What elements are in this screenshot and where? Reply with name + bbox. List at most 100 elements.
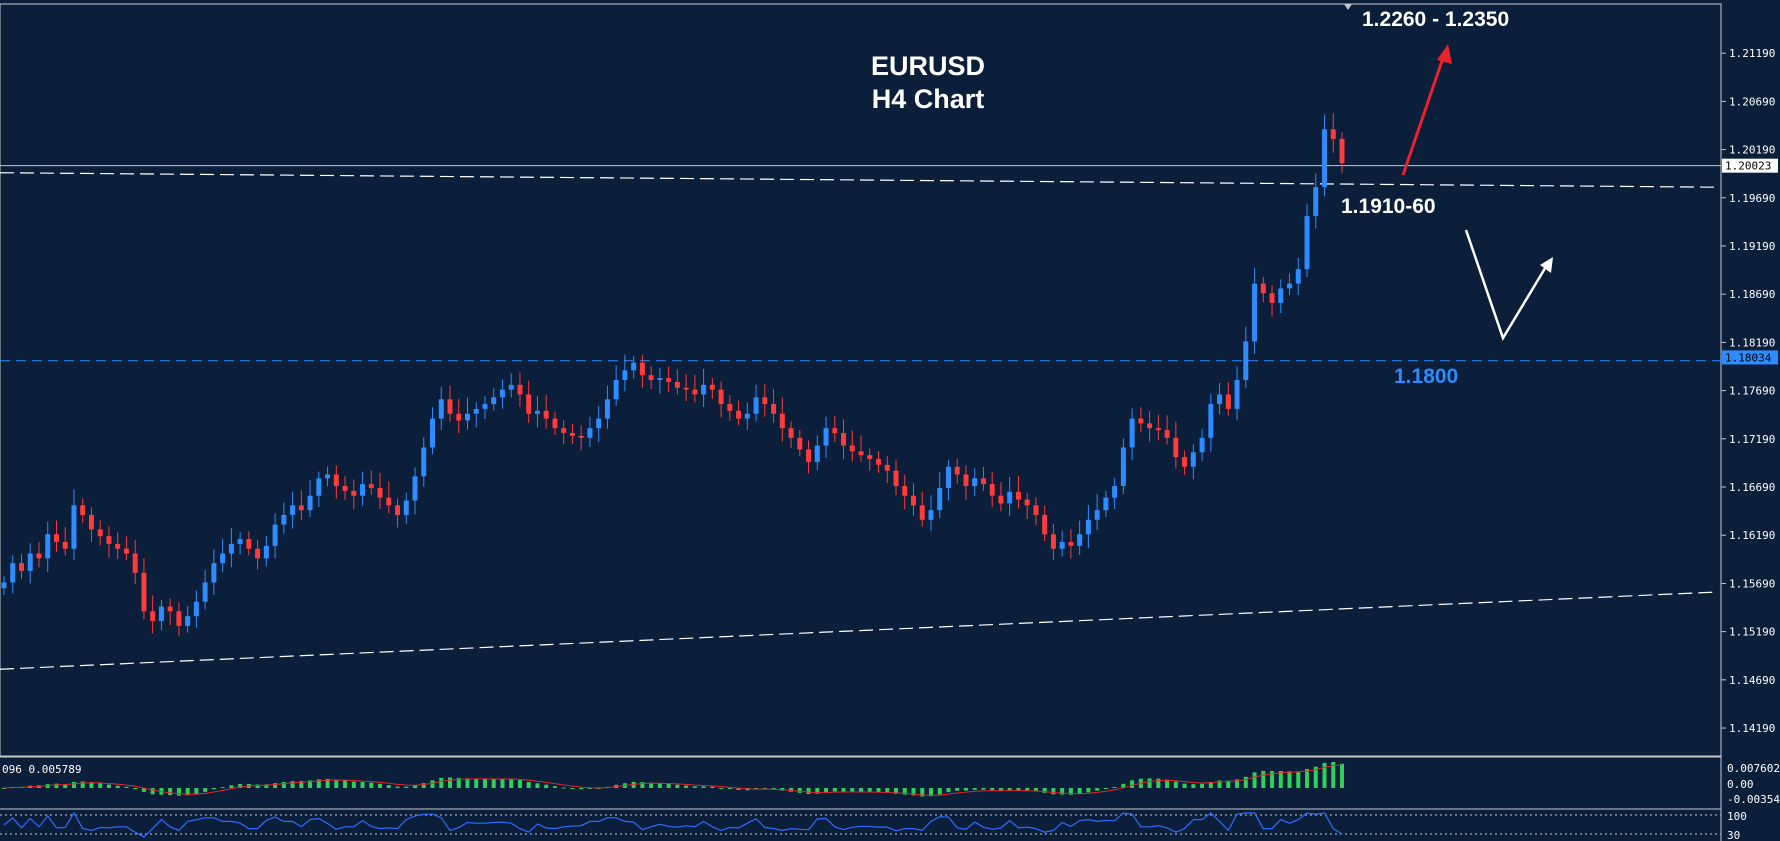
candle-body — [1182, 457, 1188, 467]
macd-bar — [211, 788, 216, 790]
candle-body — [368, 484, 374, 488]
macd-histogram — [2, 762, 1344, 797]
candle-body — [744, 413, 750, 419]
macd-bar — [1095, 788, 1100, 791]
macd-values-label: 096 0.005789 — [2, 763, 81, 776]
candle-body — [841, 433, 847, 446]
candle-body — [876, 459, 882, 465]
macd-bar — [176, 788, 181, 796]
candle-body — [945, 466, 951, 488]
macd-bar — [946, 788, 951, 793]
candle-body — [456, 413, 462, 421]
candle-body — [18, 563, 24, 571]
candle-body — [27, 553, 33, 571]
price-tag-box — [1722, 158, 1778, 173]
candle-body — [246, 539, 252, 549]
candle-body — [1234, 380, 1240, 409]
candle-body — [1147, 423, 1153, 429]
macd-bar — [1287, 771, 1292, 788]
candle-body — [613, 380, 619, 400]
macd-bar — [1191, 784, 1196, 788]
candle-body — [464, 413, 470, 421]
candle-body — [80, 505, 86, 515]
macd-bar — [290, 781, 295, 788]
candle-body — [193, 601, 199, 617]
price-tags: 1.20023 1.18034 — [1722, 158, 1778, 365]
macd-bar — [806, 788, 811, 795]
macd-bar — [719, 787, 724, 789]
macd-bar — [106, 784, 111, 788]
macd-bar — [850, 788, 855, 792]
candle-body — [832, 428, 838, 434]
candle-body — [202, 582, 208, 602]
macd-bar — [876, 788, 881, 793]
candle-body — [115, 543, 121, 549]
macd-bar — [1007, 788, 1012, 791]
candle-body — [1322, 129, 1328, 188]
macd-bar — [1077, 788, 1082, 794]
y-tick-label: 1.14690 — [1729, 674, 1775, 687]
macd-bar — [815, 788, 820, 794]
y-tick-label: 1.15190 — [1729, 626, 1775, 639]
y-tick-label: 1.17190 — [1729, 433, 1775, 446]
candle-body — [849, 445, 855, 452]
macd-bar — [517, 780, 522, 788]
macd-bar — [981, 788, 986, 790]
y-tick-label: 1.15690 — [1729, 577, 1775, 590]
macd-bar — [316, 779, 321, 788]
macd-bar — [963, 788, 968, 791]
candle-body — [447, 399, 453, 414]
candle-body — [333, 474, 339, 487]
macd-bar — [1033, 788, 1038, 792]
macd-bar — [1130, 780, 1135, 788]
macd-bar — [736, 788, 741, 790]
y-axis: 1.21190 1.20690 1.20190 1.19690 1.19190 1.186… — [1721, 47, 1775, 735]
candle-body — [718, 389, 724, 405]
macd-bar — [1217, 780, 1222, 788]
candle-body — [526, 394, 532, 414]
candle-body — [1059, 541, 1065, 549]
macd-bar — [1086, 788, 1091, 793]
price-tag-box — [1722, 350, 1778, 365]
macd-bar — [684, 785, 689, 788]
macd-bar — [1261, 770, 1266, 788]
candle-body — [255, 548, 261, 559]
chart-subtitle: H4 Chart — [872, 84, 985, 114]
candle-body — [1068, 541, 1074, 546]
macd-bar — [194, 788, 199, 794]
macd-bar — [1121, 783, 1126, 788]
macd-bar — [1112, 787, 1117, 789]
macd-bar — [1296, 771, 1301, 788]
shift-marker-icon — [1344, 4, 1352, 10]
y-tick-label: 1.16190 — [1729, 529, 1775, 542]
y-tick-label: 1.16690 — [1729, 481, 1775, 494]
macd-bar — [150, 788, 155, 795]
candle-body — [176, 611, 182, 626]
macd-bar — [692, 786, 697, 788]
candle-body — [727, 404, 733, 411]
macd-bar — [491, 779, 496, 788]
candle-body — [1173, 437, 1179, 458]
candle-body — [674, 381, 680, 388]
candle-body — [412, 476, 418, 501]
candle-body — [53, 534, 59, 542]
candle-body — [1269, 293, 1275, 303]
macd-bar — [535, 783, 540, 788]
candle-body — [45, 534, 51, 559]
candle-body — [657, 378, 663, 380]
macd-bar — [281, 782, 286, 788]
candle-body — [552, 418, 558, 429]
candle-body — [351, 490, 357, 496]
candle-body — [360, 484, 366, 496]
candle-body — [491, 397, 497, 405]
candle-body — [421, 447, 427, 477]
pullback-arrow-icon — [1464, 229, 1553, 341]
candle-body — [788, 428, 794, 438]
channel-upper-line — [0, 172, 1716, 188]
candle-body — [1, 582, 7, 589]
y-tick-label: 1.18690 — [1729, 288, 1775, 301]
candle-body — [211, 563, 217, 583]
candle-body — [797, 437, 803, 450]
candle-body — [307, 495, 313, 511]
